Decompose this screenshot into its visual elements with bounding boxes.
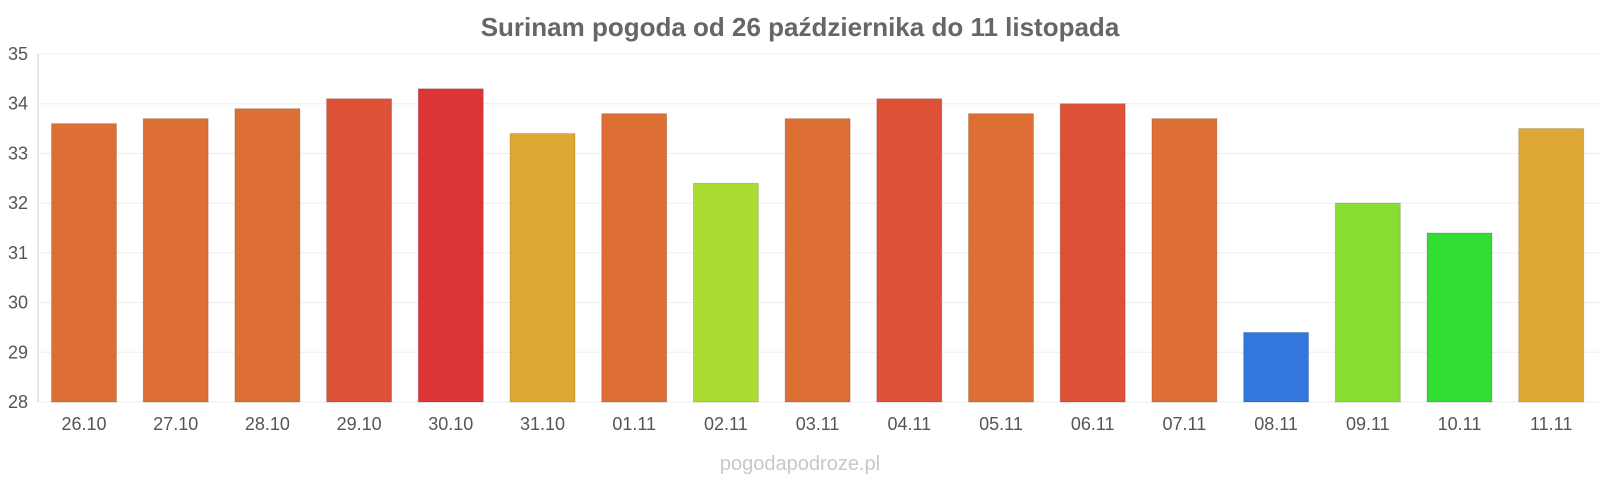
x-tick-label: 01.11 bbox=[612, 414, 656, 434]
x-tick-label: 04.11 bbox=[887, 414, 931, 434]
bar-28.10[interactable] bbox=[234, 108, 301, 403]
y-tick-label: 28 bbox=[8, 392, 28, 412]
bar-27.10[interactable] bbox=[142, 118, 209, 403]
x-tick-label: 09.11 bbox=[1346, 414, 1390, 434]
x-tick-label: 02.11 bbox=[704, 414, 748, 434]
x-axis-ticks: 26.10 27.10 28.10 29.10 30.10 31.10 01.11 02.11… bbox=[61, 414, 1572, 434]
x-tick-label: 07.11 bbox=[1163, 414, 1207, 434]
chart-title: Surinam pogoda od 26 października do 11 … bbox=[481, 12, 1120, 42]
bar-01.11[interactable] bbox=[601, 113, 668, 403]
bar-06.11[interactable] bbox=[1059, 103, 1126, 403]
bar-09.11[interactable] bbox=[1334, 202, 1401, 403]
bar-02.11[interactable] bbox=[692, 182, 759, 403]
x-tick-label: 08.11 bbox=[1254, 414, 1298, 434]
x-tick-label: 28.10 bbox=[245, 414, 290, 434]
x-tick-label: 30.10 bbox=[428, 414, 473, 434]
x-tick-label: 10.11 bbox=[1438, 414, 1482, 434]
y-tick-label: 35 bbox=[8, 44, 28, 64]
bar-31.10[interactable] bbox=[509, 133, 576, 403]
bar-03.11[interactable] bbox=[784, 118, 851, 403]
x-tick-label: 29.10 bbox=[337, 414, 382, 434]
y-axis-ticks: 28 29 30 31 32 33 34 35 bbox=[8, 44, 28, 412]
y-tick-label: 30 bbox=[8, 293, 28, 313]
y-tick-label: 34 bbox=[8, 94, 28, 114]
x-tick-label: 31.10 bbox=[520, 414, 565, 434]
bar-29.10[interactable] bbox=[326, 98, 393, 403]
x-tick-label: 11.11 bbox=[1530, 414, 1572, 434]
bar-08.11[interactable] bbox=[1243, 331, 1310, 403]
bars bbox=[51, 88, 1585, 403]
x-tick-label: 06.11 bbox=[1071, 414, 1115, 434]
bar-30.10[interactable] bbox=[417, 88, 484, 403]
x-tick-label: 26.10 bbox=[61, 414, 106, 434]
x-tick-label: 27.10 bbox=[153, 414, 198, 434]
bar-04.11[interactable] bbox=[876, 98, 943, 403]
bar-07.11[interactable] bbox=[1151, 118, 1218, 403]
x-tick-label: 03.11 bbox=[796, 414, 840, 434]
bar-11.11[interactable] bbox=[1518, 128, 1585, 403]
y-tick-label: 31 bbox=[8, 243, 28, 263]
bar-10.11[interactable] bbox=[1426, 232, 1493, 403]
site-watermark: pogodapodroze.pl bbox=[720, 453, 880, 475]
y-tick-label: 33 bbox=[8, 143, 28, 163]
bar-05.11[interactable] bbox=[968, 113, 1034, 403]
bar-26.10[interactable] bbox=[51, 123, 117, 403]
y-tick-label: 32 bbox=[8, 193, 28, 213]
x-tick-label: 05.11 bbox=[979, 414, 1023, 434]
y-tick-label: 29 bbox=[8, 342, 28, 362]
